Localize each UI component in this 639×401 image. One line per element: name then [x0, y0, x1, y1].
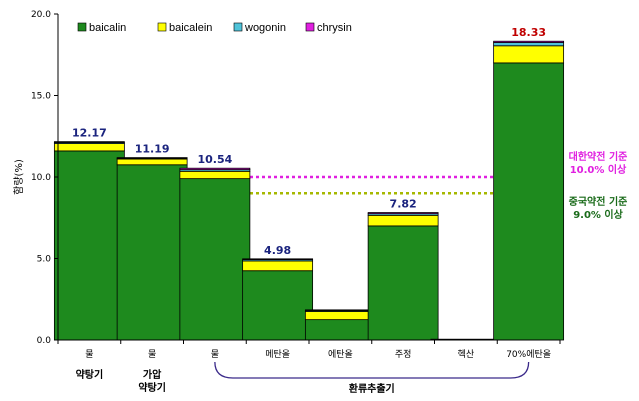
legend-swatch-baicalein	[157, 22, 167, 32]
total-label-2: 11.19	[135, 143, 170, 156]
bar-baicalein-6	[367, 214, 439, 227]
category-label-4: 메탄올	[265, 349, 290, 360]
legend-swatch-wogonin	[233, 22, 243, 32]
y-tick-label-2: 5.0	[37, 255, 52, 265]
total-label-4: 4.98	[264, 244, 291, 257]
category-label-7: 헥산	[458, 349, 475, 360]
reference-note-2-line-1: 중국약전 기준	[569, 195, 628, 208]
bar-chrysin-3	[179, 167, 251, 171]
bar-baicalin-4	[242, 270, 314, 341]
bar-baicalin-1	[53, 150, 125, 341]
bar-baicalein-3	[179, 170, 251, 180]
legend-label-wogonin: wogonin	[244, 22, 286, 34]
bar-baicalein-5	[304, 311, 376, 321]
y-axis-label: 함량(%)	[13, 159, 25, 195]
sublabel-1: 약탕기	[76, 368, 104, 381]
bar-baicalin-2	[116, 164, 188, 341]
total-label-8: 18.33	[511, 26, 546, 39]
total-label-1: 12.17	[72, 127, 107, 140]
bar-baicalein-2	[116, 158, 188, 166]
category-label-2: 물	[148, 349, 156, 360]
legend-swatch-baicalin	[77, 22, 87, 32]
group-label: 환류추출기	[349, 382, 395, 395]
legend-label-baicalin: baicalin	[89, 22, 126, 34]
bar-baicalin-6	[367, 225, 439, 341]
y-tick-label-4: 15.0	[31, 92, 51, 102]
bar-chrysin-8	[493, 40, 565, 43]
legend-swatch-chrysin	[305, 22, 315, 32]
reference-note-1-line-2: 10.0% 이상	[570, 163, 627, 176]
legend-label-chrysin: chrysin	[317, 22, 352, 34]
y-tick-label-3: 10.0	[31, 173, 51, 183]
bar-chrysin-1	[53, 141, 125, 143]
bar-baicalein-1	[53, 143, 125, 152]
reference-note-2-line-2: 9.0% 이상	[573, 208, 623, 221]
bar-chrysin-4	[242, 258, 314, 261]
bar-chrysin-5	[304, 309, 376, 311]
total-label-3: 10.54	[197, 153, 232, 166]
reference-note-1-line-1: 대한약전 기준	[569, 150, 628, 163]
bar-wogonin-8	[493, 42, 565, 47]
sublabel-2: 가압 약탕기	[138, 368, 166, 394]
bar-baicalein-4	[242, 260, 314, 272]
y-tick-label-5: 20.0	[31, 10, 51, 20]
category-label-1: 물	[85, 349, 93, 360]
legend-label-baicalein: baicalein	[169, 22, 212, 34]
category-label-6: 주정	[395, 349, 412, 360]
category-label-5: 에탄올	[328, 349, 353, 360]
category-label-3: 물	[211, 349, 219, 360]
bar-baicalein-8	[493, 45, 565, 64]
y-tick-label-1: 0.0	[37, 336, 52, 346]
bar-chrysin-6	[367, 212, 439, 215]
total-label-6: 7.82	[390, 198, 417, 211]
bar-baicalin-5	[304, 319, 376, 341]
bar-baicalin-3	[179, 178, 251, 341]
group-bracket	[214, 361, 530, 379]
bar-baicalin-8	[493, 62, 565, 341]
category-label-8: 70%에탄올	[506, 349, 551, 360]
bar-chrysin-2	[116, 157, 188, 159]
